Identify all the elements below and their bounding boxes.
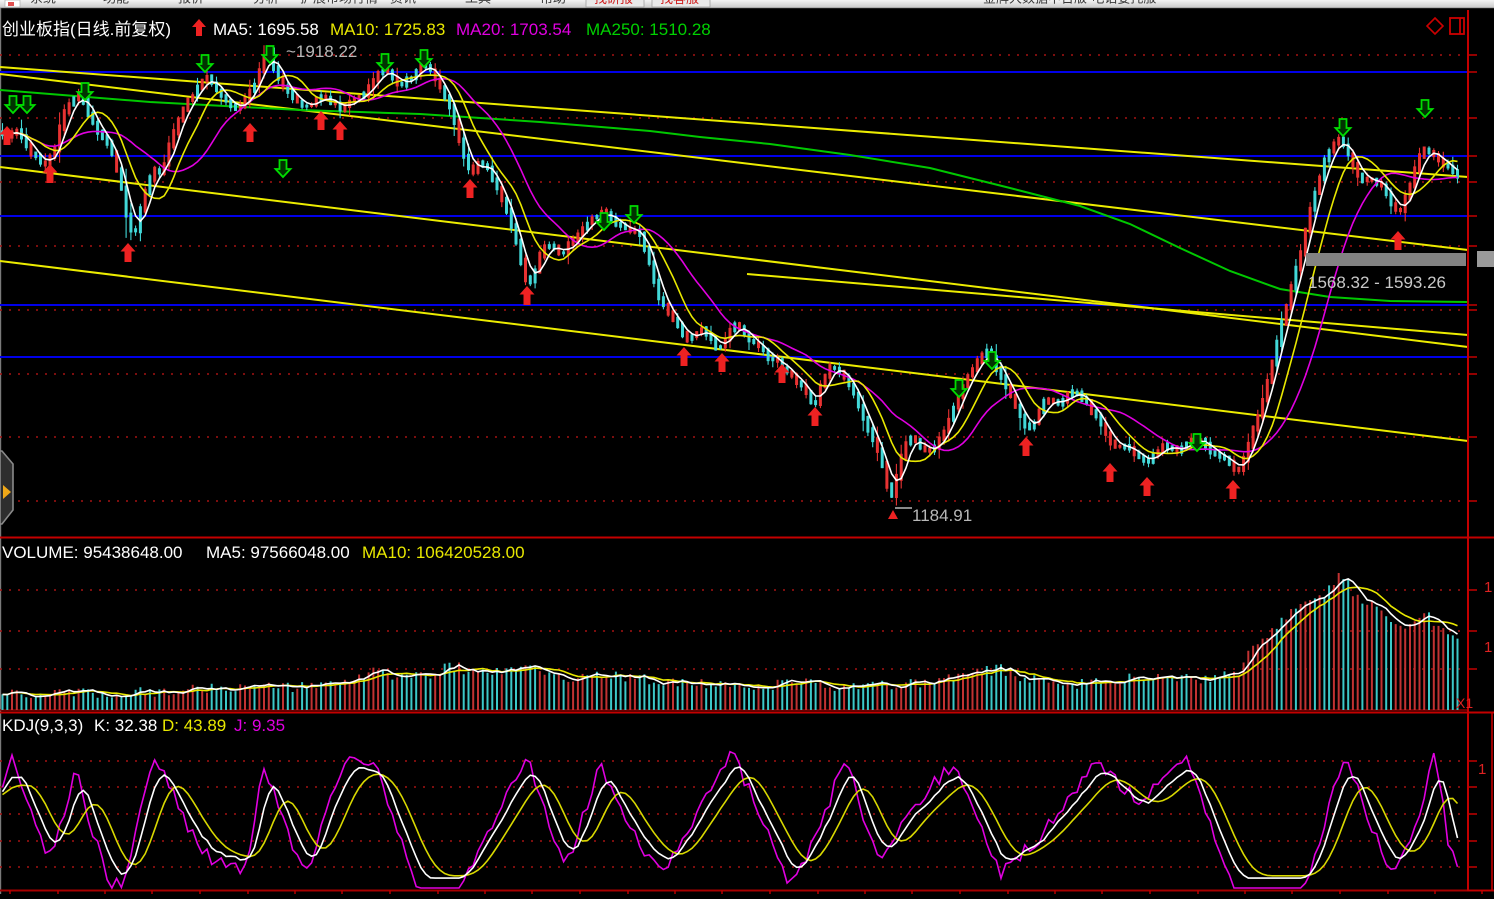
svg-text:1184.91: 1184.91	[912, 506, 972, 525]
svg-text:MA5: 97566048.00: MA5: 97566048.00	[206, 543, 350, 562]
svg-text:MA20: 1703.54: MA20: 1703.54	[456, 20, 571, 39]
svg-text:J: 9.35: J: 9.35	[234, 716, 285, 735]
svg-text:系统: 系统	[30, 0, 56, 6]
svg-text:1568.32 - 1593.26: 1568.32 - 1593.26	[1308, 273, 1446, 292]
svg-text:MA10: 1725.83: MA10: 1725.83	[330, 20, 445, 39]
svg-text:~1918.22: ~1918.22	[286, 42, 357, 61]
svg-text:找客服: 找客服	[660, 0, 699, 6]
svg-text:1: 1	[1478, 761, 1486, 778]
svg-text:D: 43.89: D: 43.89	[162, 716, 226, 735]
svg-text:MA10: 106420528.00: MA10: 106420528.00	[362, 543, 525, 562]
svg-text:X1: X1	[1456, 695, 1473, 711]
svg-text:资讯: 资讯	[390, 0, 416, 6]
svg-text:1: 1	[1484, 579, 1492, 596]
svg-text:帮助: 帮助	[540, 0, 566, 6]
svg-text:K: 32.38: K: 32.38	[94, 716, 157, 735]
svg-text:功能: 功能	[103, 0, 129, 6]
svg-text:创业板指(日线.前复权): 创业板指(日线.前复权)	[2, 20, 171, 39]
svg-text:报价: 报价	[178, 0, 204, 6]
svg-text:KDJ(9,3,3): KDJ(9,3,3)	[2, 716, 83, 735]
svg-text:VOLUME: 95438648.00: VOLUME: 95438648.00	[2, 543, 183, 562]
svg-text:1: 1	[1484, 639, 1492, 656]
svg-text:工具: 工具	[465, 0, 491, 6]
svg-text:扩展市场行情: 扩展市场行情	[300, 0, 378, 6]
svg-text:金牌大数据中台版·电话委托服: 金牌大数据中台版·电话委托服	[983, 0, 1156, 6]
svg-text:MA250: 1510.28: MA250: 1510.28	[586, 20, 711, 39]
svg-text:分析: 分析	[253, 0, 279, 6]
svg-text:MA5: 1695.58: MA5: 1695.58	[213, 20, 319, 39]
svg-text:找研报: 找研报	[594, 0, 633, 6]
